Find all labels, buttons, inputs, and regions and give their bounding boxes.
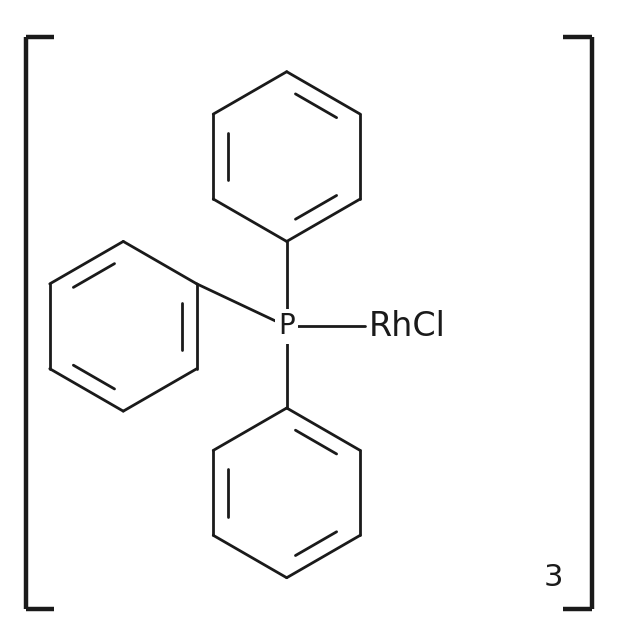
Text: RhCl: RhCl — [369, 310, 445, 343]
Text: 3: 3 — [544, 563, 564, 592]
Text: P: P — [278, 312, 295, 340]
